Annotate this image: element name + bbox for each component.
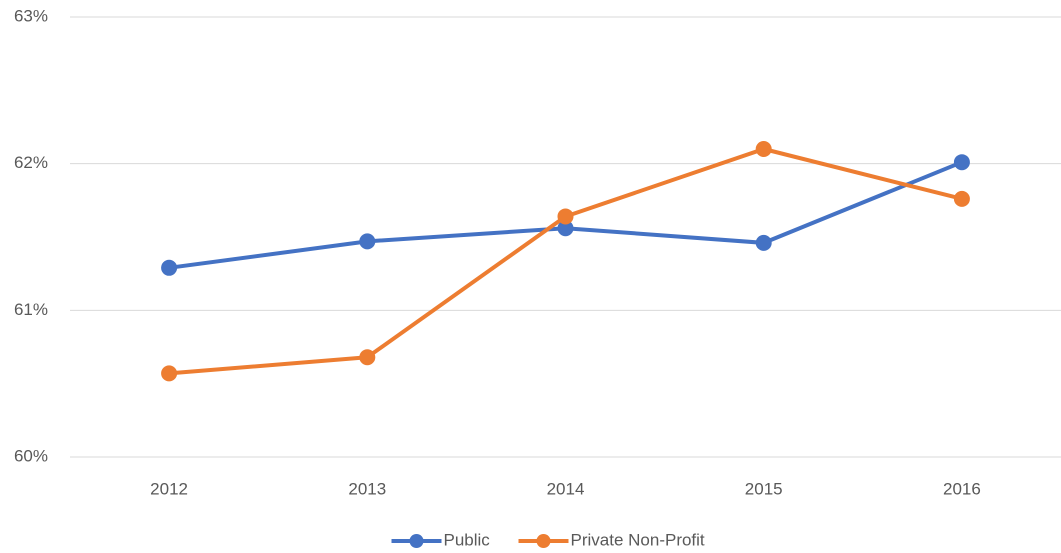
- legend-marker: [536, 534, 551, 548]
- x-tick-label: 2016: [943, 479, 981, 498]
- point: [359, 349, 376, 366]
- x-tick-label: 2013: [348, 479, 386, 498]
- point: [953, 154, 970, 171]
- point: [557, 208, 574, 225]
- x-tick-label: 2012: [150, 479, 188, 498]
- y-tick-label: 62%: [14, 153, 48, 172]
- y-tick-label: 60%: [14, 446, 48, 465]
- point: [161, 259, 178, 276]
- x-tick-label: 2014: [547, 479, 585, 498]
- point: [557, 220, 574, 237]
- legend-marker: [409, 534, 424, 548]
- x-tick-label: 2015: [745, 479, 783, 498]
- y-tick-label: 61%: [14, 300, 48, 319]
- point: [161, 365, 178, 382]
- legend-label: Public: [444, 530, 491, 549]
- point: [755, 141, 772, 157]
- y-tick-label: 63%: [14, 6, 48, 25]
- point: [755, 234, 772, 251]
- point: [953, 190, 970, 207]
- legend-label: Private Non-Profit: [571, 530, 705, 549]
- series-line: [168, 147, 963, 376]
- point: [359, 233, 376, 250]
